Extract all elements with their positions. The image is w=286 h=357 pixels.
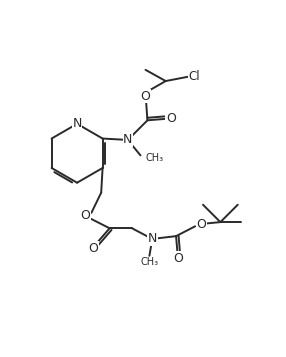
Text: N: N (148, 232, 158, 245)
Text: N: N (123, 134, 132, 146)
Text: O: O (140, 90, 150, 103)
Text: CH₃: CH₃ (146, 152, 164, 162)
Text: O: O (166, 112, 176, 125)
Text: Cl: Cl (189, 70, 200, 83)
Text: O: O (88, 242, 98, 255)
Text: CH₃: CH₃ (140, 257, 158, 267)
Text: O: O (80, 208, 90, 222)
Text: O: O (173, 252, 183, 265)
Text: O: O (196, 217, 206, 231)
Text: N: N (72, 117, 82, 130)
